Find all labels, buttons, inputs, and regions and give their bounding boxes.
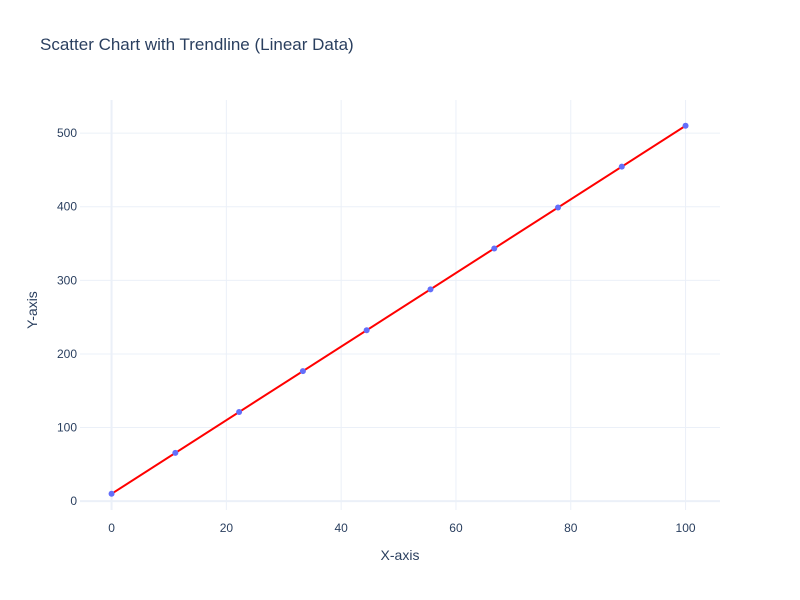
data-point xyxy=(682,122,689,129)
data-point xyxy=(555,204,562,211)
x-tick-label: 40 xyxy=(334,521,348,535)
x-tick-label: 100 xyxy=(676,521,696,535)
data-point xyxy=(236,409,243,416)
x-tick-label: 0 xyxy=(108,521,115,535)
data-point xyxy=(299,368,306,375)
y-tick-label: 0 xyxy=(70,494,77,508)
x-tick-label: 60 xyxy=(449,521,463,535)
chart-title: Scatter Chart with Trendline (Linear Dat… xyxy=(40,35,354,54)
data-point xyxy=(491,245,498,252)
x-tick-label: 20 xyxy=(220,521,234,535)
trendline xyxy=(111,124,687,495)
data-point xyxy=(427,286,434,293)
x-tick-label: 80 xyxy=(564,521,578,535)
y-tick-label: 100 xyxy=(57,421,77,435)
data-point xyxy=(172,449,179,456)
trendline-layer xyxy=(111,124,687,495)
ticks-layer: 0 20 40 60 80 100 0 100 200 300 400 500 xyxy=(57,126,696,535)
data-point xyxy=(363,327,370,334)
data-point xyxy=(108,490,115,497)
points-layer xyxy=(108,122,689,497)
grid-layer xyxy=(80,100,720,510)
y-axis-title: Y-axis xyxy=(24,291,40,329)
y-tick-label: 200 xyxy=(57,347,77,361)
y-tick-label: 300 xyxy=(57,273,77,287)
y-tick-label: 400 xyxy=(57,200,77,214)
x-axis-title: X-axis xyxy=(381,547,420,563)
data-point xyxy=(618,163,625,170)
y-tick-label: 500 xyxy=(57,126,77,140)
